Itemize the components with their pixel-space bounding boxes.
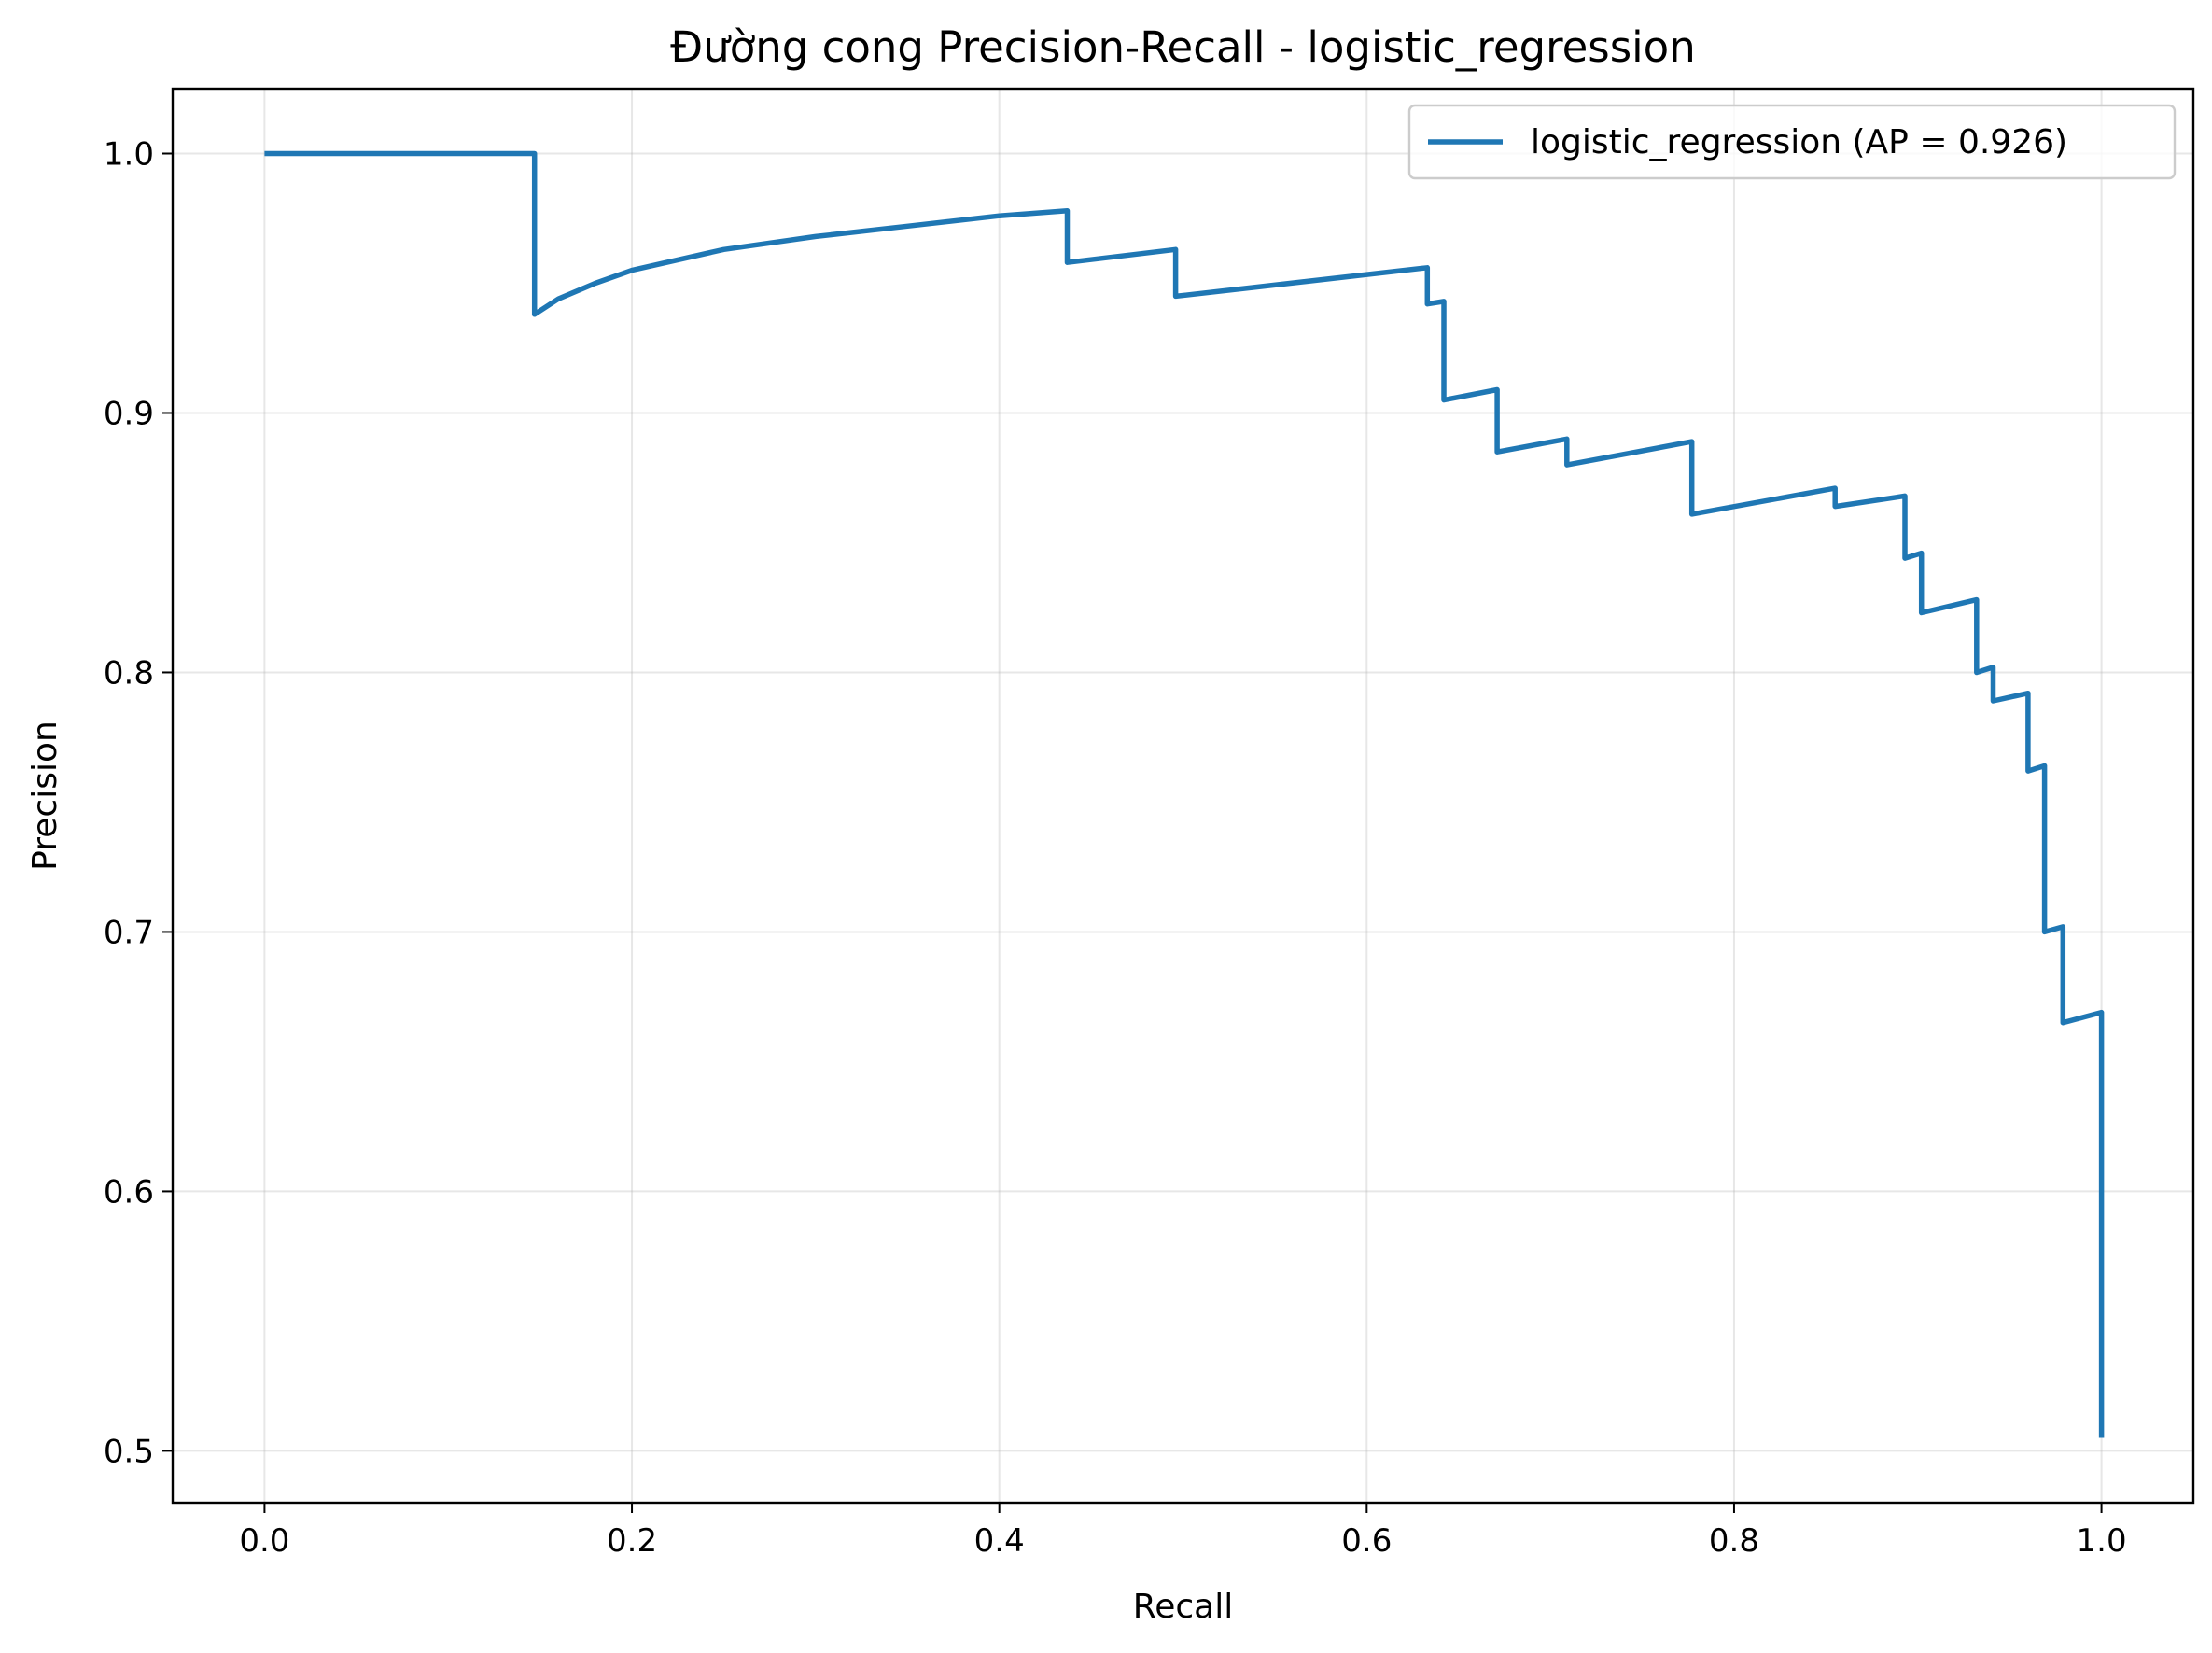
tick-layer: 0.0 0.2 0.4 0.6 0.8 1.0 0.5 0.6 0.7 0.8 0.9 1.0: [104, 135, 2127, 1560]
x-axis-label: Recall: [1133, 1588, 1233, 1626]
series-layer: [264, 150, 2105, 1438]
grid-layer: [173, 89, 2193, 1503]
y-axis-label: Precision: [26, 721, 64, 871]
plot-frame: [171, 87, 2195, 1505]
y-tick-label: 0.6: [104, 1173, 154, 1211]
x-tick-label: 0.8: [1709, 1522, 1759, 1560]
legend-label: logistic_regression (AP = 0.926): [1531, 123, 2067, 161]
x-tick-label: 0.0: [239, 1522, 289, 1560]
y-tick-label: 0.5: [104, 1433, 154, 1470]
x-tick-label: 0.4: [974, 1522, 1025, 1560]
chart-title: Đường cong Precision-Recall - logistic_r…: [670, 22, 1695, 72]
legend-box: [1407, 104, 2177, 180]
pr-curve-line: [264, 150, 2105, 1438]
x-tick-label: 1.0: [2077, 1522, 2127, 1560]
y-tick-label: 0.9: [104, 395, 154, 432]
y-tick-label: 0.8: [104, 654, 154, 692]
y-tick-label: 1.0: [104, 135, 154, 173]
x-tick-label: 0.6: [1341, 1522, 1392, 1560]
x-tick-label: 0.2: [607, 1522, 657, 1560]
legend: logistic_regression (AP = 0.926): [1407, 104, 2177, 180]
y-tick-label: 0.7: [104, 914, 154, 951]
